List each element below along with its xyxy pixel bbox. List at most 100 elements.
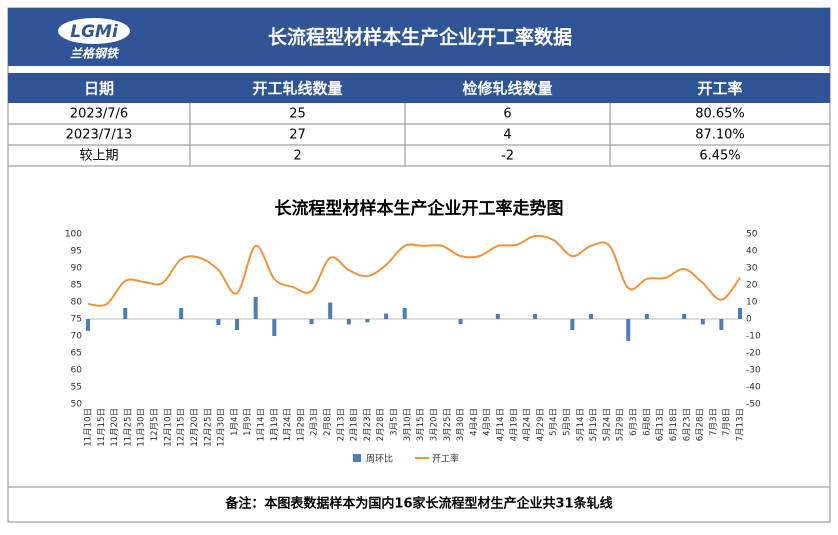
y-tick-label: 75 [71, 315, 82, 325]
legend-label: 周环比 [366, 453, 393, 465]
y2-tick-label: -40 [746, 383, 761, 393]
x-tick-label: 11月20日 [110, 408, 120, 447]
column-header: 开工率 [697, 80, 742, 98]
x-tick-label: 2月23日 [363, 408, 373, 441]
x-tick-label: 3月10日 [403, 408, 413, 441]
bar [644, 313, 649, 319]
y-tick-label: 90 [71, 264, 83, 274]
y2-tick-label: -50 [746, 400, 761, 410]
bar [235, 319, 240, 331]
y2-tick-label: -20 [746, 349, 761, 359]
x-tick-label: 1月29日 [296, 408, 306, 441]
x-tick-label: 2月18日 [350, 408, 360, 441]
y-tick-label: 70 [71, 332, 83, 342]
x-tick-label: 3月5日 [390, 408, 400, 436]
x-tick-label: 5月14日 [576, 408, 586, 441]
bar [123, 307, 128, 319]
note: 备注：本图表数据样本为国内16家长流程型材生产企业共31条轧线 [224, 496, 612, 512]
x-tick-label: 3月30日 [456, 408, 466, 441]
bar [626, 319, 631, 341]
y-tick-label: 100 [65, 230, 82, 240]
table-cell: -2 [501, 149, 514, 164]
x-tick-label: 4月24日 [523, 408, 533, 441]
x-tick-label: 11月30日 [137, 408, 147, 447]
bar [402, 307, 407, 319]
table-header [8, 73, 830, 103]
x-tick-label: 6月23日 [682, 408, 692, 441]
table-cell: 2 [293, 149, 301, 164]
bar [179, 307, 184, 319]
table-cell: 2023/7/13 [66, 128, 133, 143]
x-tick-label: 7月8日 [722, 408, 732, 436]
logo-badge [58, 18, 130, 44]
logo-sub: 兰格钢铁 [70, 47, 120, 61]
y-tick-label: 60 [71, 366, 83, 376]
bar [533, 313, 538, 319]
bar [458, 319, 463, 325]
y2-tick-label: 10 [746, 298, 758, 308]
x-tick-label: 7月3日 [709, 408, 719, 436]
x-tick-label: 6月18日 [669, 408, 679, 441]
x-tick-label: 4月14日 [496, 408, 506, 441]
bar [700, 319, 705, 325]
x-tick-label: 5月9日 [563, 408, 573, 436]
column-header: 检修轧线数量 [462, 80, 552, 98]
bar [719, 319, 724, 330]
table-cell: 87.10% [695, 128, 745, 143]
x-tick-label: 5月19日 [589, 408, 599, 441]
x-tick-label: 6月28日 [696, 408, 706, 441]
x-tick-label: 6月8日 [642, 408, 652, 436]
x-tick-label: 1月19日 [270, 408, 280, 441]
table-cell: 6.45% [699, 149, 740, 164]
x-tick-label: 6月3日 [629, 408, 639, 436]
header-bar [8, 8, 830, 66]
table-cell: 2023/7/6 [70, 107, 128, 122]
x-tick-label: 11月10日 [84, 408, 94, 447]
table-cell: 较上期 [79, 149, 118, 164]
x-tick-label: 1月14日 [256, 408, 266, 441]
table-cell: 80.65% [695, 107, 745, 122]
x-tick-label: 1月4日 [230, 408, 240, 436]
legend-swatch [353, 454, 361, 462]
x-tick-label: 3月15日 [416, 408, 426, 441]
x-tick-label: 11月15日 [97, 408, 107, 447]
table-cell: 4 [503, 128, 511, 143]
x-tick-label: 2月28日 [376, 408, 386, 441]
column-header: 开工轧线数量 [252, 80, 342, 98]
y-tick-label: 95 [71, 247, 82, 257]
x-tick-label: 12月15日 [177, 408, 187, 447]
table-cell: 25 [289, 107, 306, 122]
x-tick-label: 5月4日 [549, 408, 559, 436]
y-tick-label: 80 [71, 298, 83, 308]
chart-title: 长流程型材样本生产企业开工率走势图 [275, 198, 564, 219]
x-tick-label: 5月24日 [602, 408, 612, 441]
bar [365, 319, 370, 323]
column-header: 日期 [84, 80, 114, 98]
bar [328, 302, 333, 319]
y2-tick-label: 50 [746, 230, 758, 240]
table-cell: 27 [289, 128, 306, 143]
x-tick-label: 3月20日 [429, 408, 439, 441]
x-tick-label: 4月19日 [509, 408, 519, 441]
x-tick-label: 4月9日 [483, 408, 493, 436]
x-tick-label: 2月3日 [310, 408, 320, 436]
bar [588, 313, 593, 319]
y2-tick-label: 30 [746, 264, 758, 274]
x-tick-label: 4月29日 [536, 408, 546, 441]
bar [86, 319, 90, 331]
bar [253, 296, 258, 319]
y2-tick-label: -30 [746, 366, 761, 376]
bar [216, 319, 221, 325]
y-tick-label: 50 [71, 400, 83, 410]
bar [384, 313, 389, 319]
x-tick-label: 3月25日 [443, 408, 453, 441]
x-tick-label: 7月13日 [736, 408, 746, 441]
y2-tick-label: -10 [746, 332, 761, 342]
y-tick-label: 85 [71, 281, 82, 291]
x-tick-label: 1月24日 [283, 408, 293, 441]
x-tick-label: 11月25日 [123, 408, 133, 447]
bar [738, 308, 742, 319]
bar [346, 319, 351, 325]
line [87, 234, 741, 307]
x-tick-label: 1月9日 [243, 408, 253, 436]
